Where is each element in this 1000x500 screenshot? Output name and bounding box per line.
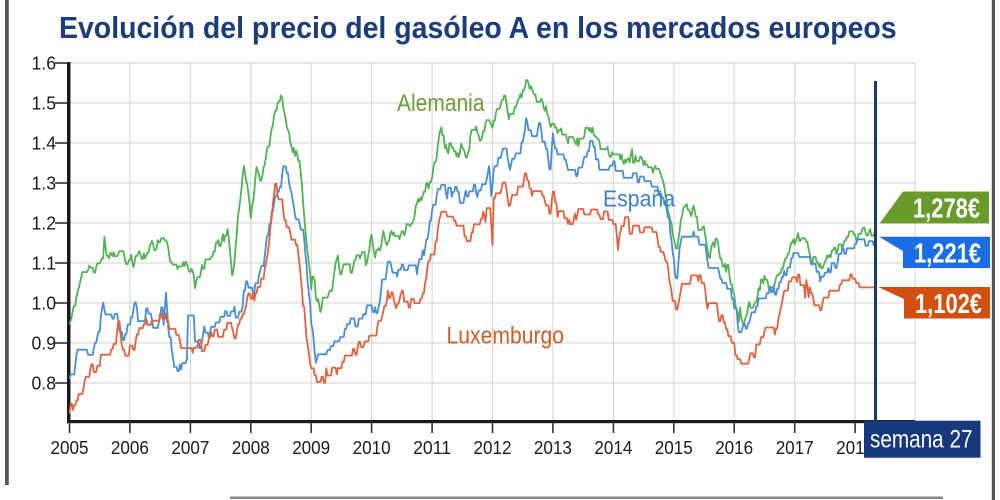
svg-text:1,278€: 1,278€ bbox=[913, 193, 980, 224]
svg-text:2014: 2014 bbox=[594, 438, 632, 458]
svg-text:Luxemburgo: Luxemburgo bbox=[447, 323, 565, 350]
svg-text:2013: 2013 bbox=[534, 438, 572, 458]
svg-text:2009: 2009 bbox=[292, 438, 330, 458]
svg-text:semana 27: semana 27 bbox=[870, 426, 973, 454]
svg-text:2008: 2008 bbox=[232, 438, 270, 458]
svg-text:1.5: 1.5 bbox=[32, 94, 57, 114]
svg-text:1.4: 1.4 bbox=[32, 134, 57, 154]
svg-text:1.6: 1.6 bbox=[32, 54, 57, 74]
svg-text:1,102€: 1,102€ bbox=[915, 288, 982, 319]
svg-text:2006: 2006 bbox=[111, 438, 149, 458]
svg-text:2010: 2010 bbox=[353, 438, 391, 458]
svg-text:1.0: 1.0 bbox=[32, 294, 57, 314]
svg-text:1.3: 1.3 bbox=[32, 174, 57, 194]
svg-text:1,221€: 1,221€ bbox=[914, 238, 981, 269]
svg-text:2016: 2016 bbox=[715, 438, 753, 458]
svg-text:2017: 2017 bbox=[776, 438, 814, 458]
svg-text:España: España bbox=[603, 186, 676, 212]
svg-text:2012: 2012 bbox=[474, 438, 512, 458]
svg-text:2007: 2007 bbox=[171, 438, 209, 458]
svg-text:2015: 2015 bbox=[655, 438, 693, 458]
svg-text:1.2: 1.2 bbox=[32, 214, 57, 234]
svg-text:0.8: 0.8 bbox=[32, 374, 57, 394]
svg-text:2011: 2011 bbox=[413, 438, 451, 458]
svg-text:1.1: 1.1 bbox=[32, 254, 57, 274]
svg-text:Alemania: Alemania bbox=[397, 90, 485, 117]
svg-text:0.9: 0.9 bbox=[32, 334, 57, 354]
svg-text:2005: 2005 bbox=[51, 438, 89, 458]
